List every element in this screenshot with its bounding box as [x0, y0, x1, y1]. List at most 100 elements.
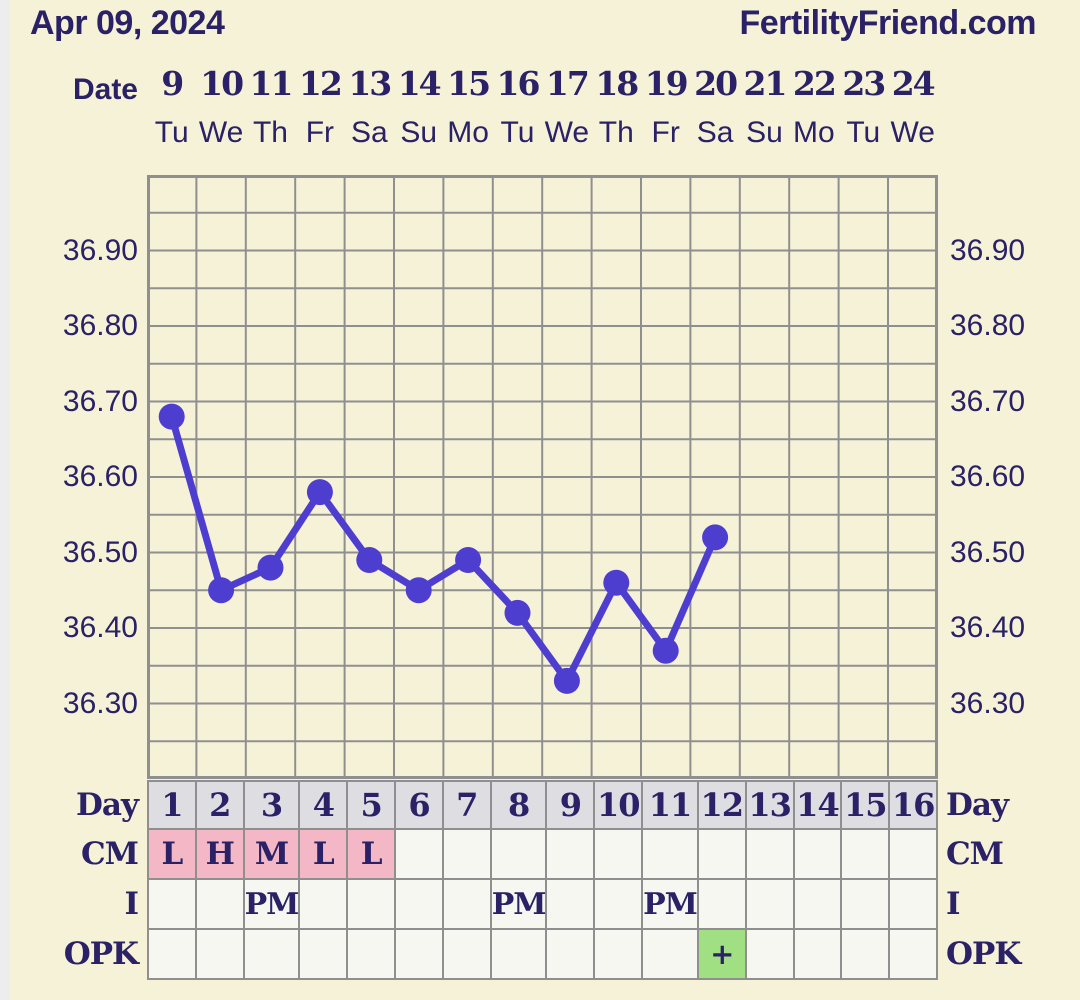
opk-cell[interactable]	[890, 930, 936, 978]
intercourse-cell[interactable]	[196, 880, 243, 928]
temperature-point[interactable]	[356, 547, 383, 573]
left-edge-strip	[0, 0, 10, 1000]
date-number: 13	[348, 64, 392, 103]
intercourse-cell[interactable]	[890, 880, 936, 928]
opk-cell[interactable]	[746, 930, 793, 978]
bbt-chart	[147, 175, 938, 779]
intercourse-cell[interactable]	[348, 880, 395, 928]
date-number: 24	[891, 64, 936, 103]
opk-cell[interactable]: +	[698, 930, 745, 978]
cm-cell[interactable]	[842, 830, 889, 878]
opk-cell[interactable]	[842, 930, 889, 978]
temperature-point[interactable]	[306, 479, 333, 506]
intercourse-cell[interactable]	[794, 880, 841, 928]
y-tick-right: 36.80	[950, 309, 1026, 342]
opk-cell[interactable]	[547, 930, 594, 978]
date-axis-label: Date	[72, 73, 138, 106]
cm-cell[interactable]	[547, 830, 594, 878]
temperature-point[interactable]	[158, 403, 185, 430]
temperature-point[interactable]	[504, 599, 531, 626]
cm-cell[interactable]	[698, 830, 745, 878]
opk-cell[interactable]	[244, 930, 299, 978]
intercourse-cell[interactable]: PM	[244, 880, 299, 928]
date-number: 9	[161, 64, 184, 103]
cm-cell[interactable]	[396, 830, 442, 878]
weekday-label: Su	[746, 116, 783, 149]
opk-cell[interactable]	[300, 930, 347, 978]
weekday-label: We	[544, 116, 590, 149]
opk-cell[interactable]	[396, 930, 442, 978]
y-tick-left: 36.70	[62, 384, 138, 418]
date-number: 23	[842, 64, 886, 103]
y-tick-left: 36.90	[62, 233, 138, 267]
date-number: 19	[644, 64, 689, 103]
cm-cell[interactable]	[595, 830, 642, 878]
row-label-opk-left: OPK	[63, 936, 139, 972]
intercourse-cell[interactable]	[443, 880, 490, 928]
opk-cell[interactable]	[149, 930, 195, 978]
daily-data-table: 1 2 3 4 5 6 7 8 9 10 11 12 13 14 15 16 L H M L L PM PM PM +	[147, 780, 938, 980]
temperature-point[interactable]	[702, 524, 729, 551]
cm-cell[interactable]: L	[348, 830, 395, 878]
weekday-label: Tu	[500, 116, 535, 149]
y-tick-right: 36.60	[950, 460, 1026, 493]
cm-cell[interactable]	[643, 830, 697, 878]
weekday-label: Fr	[305, 116, 335, 149]
intercourse-cell[interactable]	[396, 880, 442, 928]
temperature-point[interactable]	[208, 577, 235, 604]
cm-cell[interactable]	[794, 830, 841, 878]
intercourse-cell[interactable]	[300, 880, 347, 928]
weekday-label: We	[890, 116, 935, 149]
cm-cell[interactable]: L	[300, 830, 347, 878]
day-cell: 7	[443, 782, 490, 828]
temperature-point[interactable]	[405, 577, 432, 604]
y-tick-right: 36.70	[950, 384, 1026, 418]
temperature-point[interactable]	[257, 554, 284, 581]
row-label-opk-right: OPK	[946, 936, 1021, 972]
cm-cell[interactable]: L	[149, 830, 195, 878]
intercourse-cell[interactable]: PM	[491, 880, 546, 928]
date-number: 12	[298, 64, 343, 103]
opk-cell[interactable]	[196, 930, 243, 978]
cm-cell[interactable]: M	[244, 830, 299, 878]
intercourse-cell[interactable]	[842, 880, 889, 928]
weekday-label: Tu	[154, 116, 189, 149]
opk-cell[interactable]	[595, 930, 642, 978]
date-number: 18	[595, 64, 639, 103]
intercourse-cell[interactable]: PM	[643, 880, 698, 928]
temperature-point[interactable]	[652, 637, 679, 664]
day-cell: 14	[794, 782, 841, 828]
row-label-cm-right: CM	[946, 836, 1004, 872]
weekday-label: Tu	[846, 116, 881, 149]
cm-cell[interactable]	[746, 830, 793, 878]
opk-cell[interactable]	[794, 930, 841, 978]
y-tick-left: 36.40	[62, 611, 138, 644]
intercourse-cell[interactable]	[149, 880, 195, 928]
y-tick-left: 36.60	[62, 460, 138, 493]
opk-cell[interactable]	[443, 930, 490, 978]
y-tick-right: 36.30	[950, 686, 1026, 720]
weekday-label: Sa	[350, 116, 388, 149]
day-cell: 11	[643, 782, 697, 828]
opk-cell[interactable]	[491, 930, 546, 978]
y-tick-right: 36.90	[950, 233, 1026, 267]
intercourse-cell[interactable]	[595, 880, 642, 928]
temperature-point[interactable]	[553, 667, 580, 694]
temperature-point[interactable]	[603, 569, 630, 596]
cm-cell[interactable]	[890, 830, 936, 878]
opk-cell[interactable]	[643, 930, 697, 978]
cm-cell[interactable]: H	[196, 830, 243, 878]
opk-cell[interactable]	[348, 930, 395, 978]
cm-cell[interactable]	[443, 830, 490, 878]
weekday-label: Mo	[793, 116, 835, 149]
day-cell: 10	[595, 782, 642, 828]
intercourse-cell[interactable]	[547, 880, 594, 928]
y-tick-right: 36.50	[950, 535, 1026, 569]
intercourse-cell[interactable]	[746, 880, 793, 928]
cm-cell[interactable]	[491, 830, 546, 878]
temperature-point[interactable]	[455, 547, 482, 573]
intercourse-cell[interactable]	[698, 880, 745, 928]
date-number: 17	[545, 64, 590, 103]
y-tick-right: 36.40	[950, 611, 1026, 644]
